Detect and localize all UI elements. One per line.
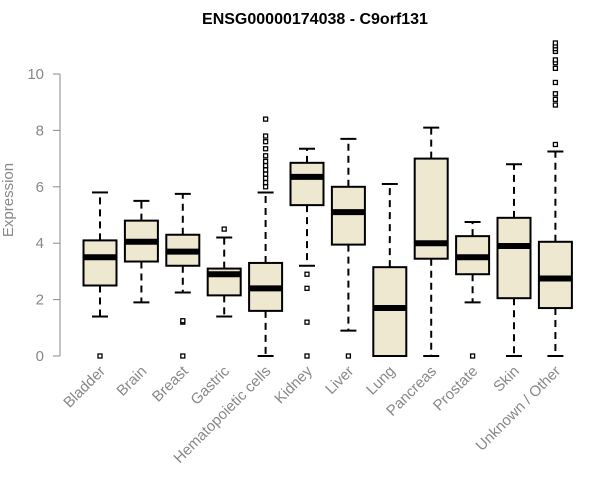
x-tick-label-kidney: Kidney [271, 362, 316, 407]
y-axis-label: Expression [0, 163, 17, 237]
outlier-point [552, 79, 559, 86]
x-tick-label-brain: Brain [113, 363, 150, 400]
y-tick-label: 4 [36, 235, 44, 252]
outlier-point [304, 319, 310, 325]
outlier-point [262, 116, 269, 122]
y-axis: 0 2 4 6 8 10 [27, 66, 61, 365]
y-tick-label: 2 [36, 292, 44, 309]
iqr-box [372, 266, 408, 358]
box-pancreas [413, 126, 449, 357]
box-gastric [206, 226, 242, 318]
outlier-point [304, 285, 310, 291]
iqr-box [537, 240, 573, 310]
iqr-box [330, 185, 366, 246]
outlier-point [262, 171, 269, 177]
outlier-point [304, 353, 310, 359]
iqr-box [496, 216, 532, 300]
chart-title: ENSG00000174038 - C9orf131 [202, 11, 428, 28]
y-tick-label: 10 [27, 66, 44, 83]
outlier-point [262, 153, 269, 159]
outlier-point [262, 179, 269, 186]
outlier-point [262, 139, 269, 145]
box-lung [372, 182, 408, 358]
boxes-group [82, 40, 573, 359]
iqr-box [82, 239, 118, 287]
outlier-point [304, 271, 310, 277]
box-kidney [289, 147, 325, 359]
outlier-point [552, 102, 559, 108]
outlier-point [345, 353, 352, 359]
box-breast [165, 192, 201, 359]
outlier-point [262, 146, 269, 152]
box-hematopoietic-cells [248, 116, 284, 357]
x-tick-label-skin: Skin [490, 363, 523, 396]
outlier-point [180, 353, 186, 359]
outlier-point [180, 318, 186, 324]
box-bladder [82, 191, 118, 359]
y-tick-label: 0 [36, 348, 44, 365]
outlier-point [97, 353, 103, 359]
outlier-point [552, 40, 559, 46]
box-liver [330, 137, 366, 359]
x-tick-label-bladder: Bladder [60, 363, 109, 412]
y-tick-label: 8 [36, 122, 44, 139]
outlier-point [221, 226, 227, 232]
y-tick-label: 6 [36, 179, 44, 196]
box-prostate [455, 221, 491, 359]
outlier-point [262, 167, 269, 173]
outlier-point [262, 133, 269, 139]
outlier-point [262, 158, 269, 165]
box-brain [123, 199, 159, 304]
x-tick-label-breast: Breast [149, 362, 192, 405]
outlier-point [469, 353, 476, 359]
box-skin [496, 163, 532, 357]
x-tick-label-liver: Liver [322, 363, 357, 398]
outlier-point [262, 184, 269, 190]
outlier-point [552, 57, 559, 63]
outlier-point [262, 162, 269, 169]
x-tick-label-lung: Lung [363, 363, 399, 399]
outlier-point [552, 65, 559, 72]
outlier-point [262, 175, 269, 181]
x-tick-label-prostate: Prostate [430, 363, 482, 415]
iqr-box [289, 161, 325, 207]
box-unknown-other [537, 40, 573, 357]
outlier-point [552, 96, 559, 103]
outlier-point [552, 141, 559, 148]
outlier-point [552, 91, 559, 97]
